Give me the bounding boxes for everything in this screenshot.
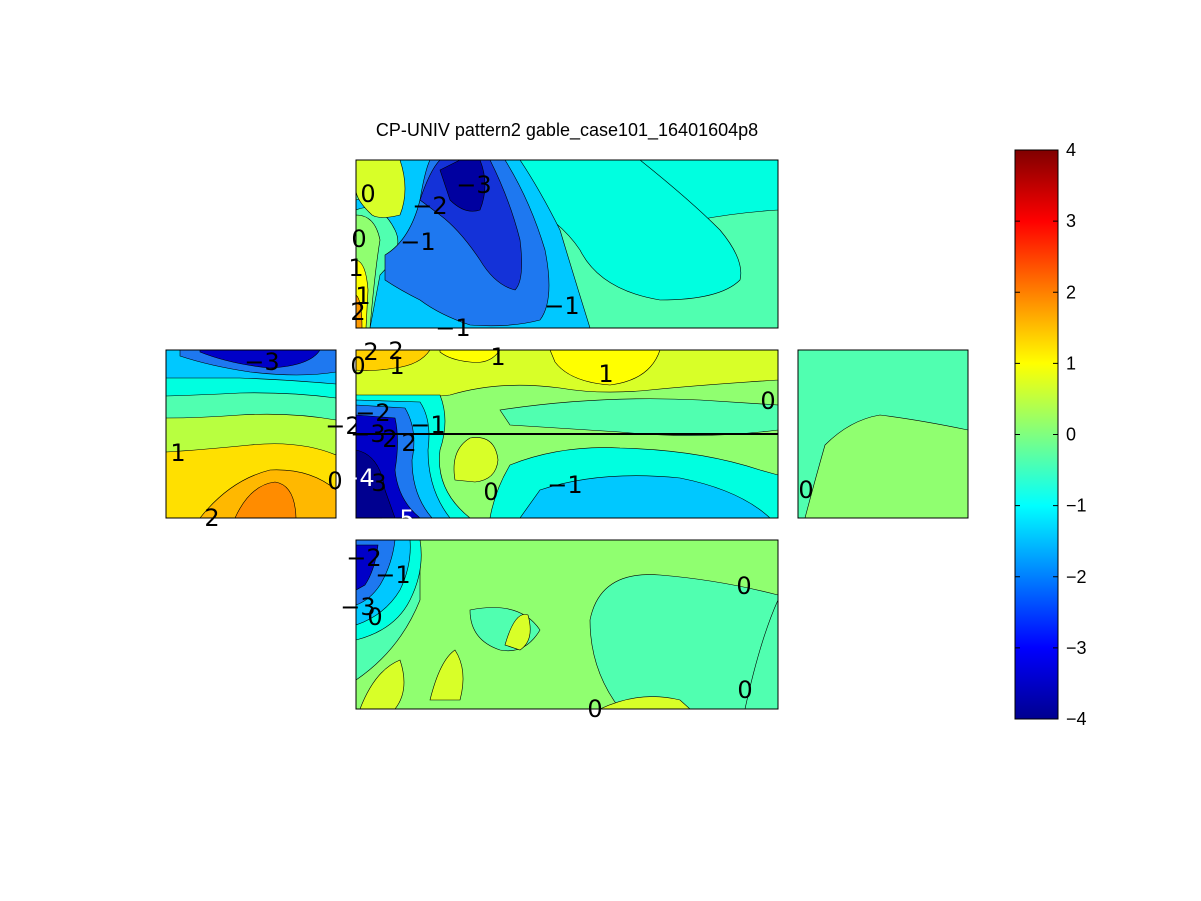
contour-label: −1 [400,228,435,256]
contour-label: −2 [325,412,360,440]
center-region-deepblue-left [356,449,396,518]
right-region-aqua [798,350,968,518]
center-region-top-left-warm [356,350,431,371]
contour-label: 1 [389,352,404,380]
contour-label: −1 [544,292,579,320]
colorbar-gradient [1014,149,1059,720]
contour-label: 2 [388,337,403,365]
colorbar-tick-label: −2 [1066,567,1087,587]
contour-label: 2 [401,429,416,457]
center-region-yellow2 [439,350,501,363]
colorbar-tick-label: 0 [1066,425,1076,445]
contour-label: 1 [355,282,370,310]
contour-label: −3 [456,171,491,199]
contour-label: 0 [350,352,365,380]
contour-label: 1 [170,439,185,467]
panel-center-wall: 2 2 0 1 1 1 0 −2 −3 2 2 −1 −4 3 −5 0 −1 [339,337,779,533]
bottom-region-yellowgreen2 [429,649,464,701]
center-region-yellow-bubble [453,437,499,483]
contour-label: 0 [360,180,375,208]
contour-label: 0 [736,572,751,600]
contour-label: −5 [379,505,414,533]
colorbar-tick-label: 2 [1066,282,1076,302]
colorbar-tick-label: 3 [1066,211,1076,231]
panel-top-roof: 0 −3 −2 0 −1 1 1 2 −1 −1 [348,159,779,342]
left-region-darkblue [199,350,321,369]
colorbar-tick-label: −3 [1066,638,1087,658]
contour-label: −3 [340,593,375,621]
contour-label: 2 [350,298,365,326]
contour-label: 0 [587,695,602,723]
contour-label: −1 [547,471,582,499]
bottom-region-darkblue [356,544,379,591]
contour-label: 0 [351,225,366,253]
left-wall-frame [165,349,337,519]
contour-label: 0 [327,467,342,495]
center-region-lightblue-lower [519,475,771,518]
contour-label: −1 [435,314,470,342]
contour-label: 0 [798,476,813,504]
center-region-yellowgreen [356,350,778,401]
contour-label: 0 [760,387,775,415]
contour-label: 2 [382,425,397,453]
contour-label: 1 [348,254,363,282]
colorbar: 4 3 2 1 0 −1 −2 −3 −4 [1014,140,1087,729]
contour-label: −1 [410,411,445,439]
right-wall-frame [797,349,969,519]
bottom-roof-frame [355,539,779,710]
panel-bottom-roof: −2 −1 −3 0 0 0 0 [340,539,779,723]
contour-label: −2 [412,192,447,220]
contour-label: −3 [244,348,279,376]
contour-label: 0 [367,603,382,631]
contour-label: 2 [363,338,378,366]
top-region-orange [356,294,363,328]
top-region-deepblue [439,160,486,212]
contour-label: 0 [483,478,498,506]
colorbar-ticks: 4 3 2 1 0 −1 −2 −3 −4 [1015,140,1087,729]
colorbar-tick-label: 1 [1066,353,1076,373]
bottom-region-yellowgreen4 [599,696,691,709]
top-region-yellowgreen [356,160,406,218]
contour-label: 0 [737,676,752,704]
contour-label: 2 [204,504,219,532]
contour-label: 3 [371,469,386,497]
contour-label: −4 [339,464,374,492]
panel-right-wall: 0 [797,349,969,519]
colorbar-tick-label: −1 [1066,496,1087,516]
top-roof-frame [355,159,779,329]
contour-label: −2 [355,399,390,427]
contour-label: 1 [598,360,613,388]
contour-label: 1 [490,343,505,371]
panel-left-wall: −3 −2 1 0 2 [165,348,361,532]
chart-title: CP-UNIV pattern2 gable_case101_16401604p… [376,120,758,141]
center-region-yellow1 [549,350,661,386]
contour-label: −2 [346,544,381,572]
bottom-region-yellowgreen3 [359,659,405,709]
colorbar-tick-label: −4 [1066,709,1087,729]
colorbar-tick-label: 4 [1066,140,1076,160]
center-wall-frame [355,349,779,519]
contour-label: −1 [375,561,410,589]
bottom-region-yellowgreen1 [504,614,531,651]
left-region-orange-b [234,481,297,518]
contour-label: −3 [350,420,385,448]
